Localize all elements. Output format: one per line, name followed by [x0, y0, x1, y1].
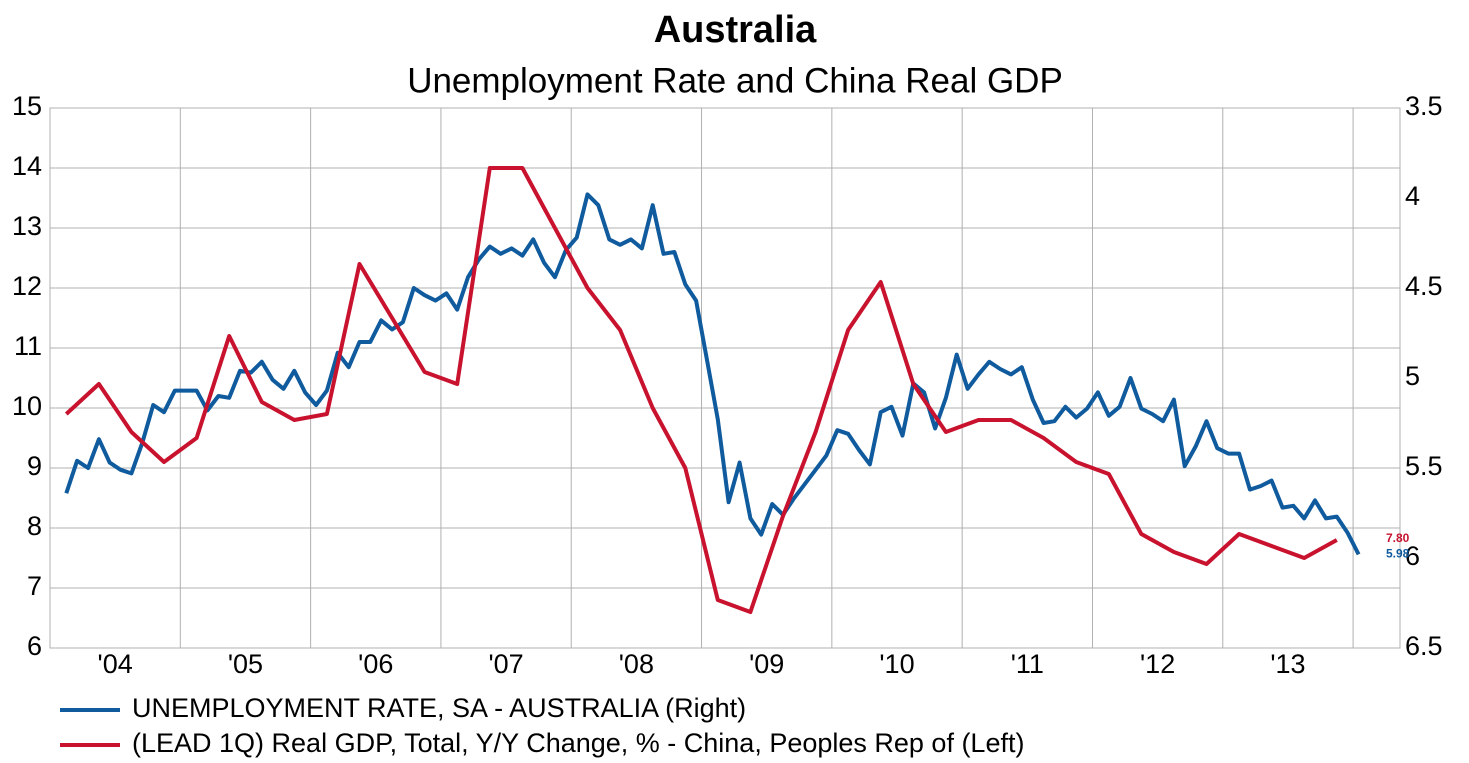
series-line [64, 166, 1338, 614]
y2-tick-label: 4 [1405, 181, 1420, 211]
y-tick-label: 8 [27, 511, 42, 541]
y-tick-label: 13 [12, 211, 42, 241]
x-tick-label: '06 [358, 649, 393, 679]
y2-tick-label: 3.5 [1405, 91, 1443, 121]
series-line [64, 192, 1361, 556]
chart-title: Australia [654, 9, 817, 51]
x-tick-label: '08 [619, 649, 654, 679]
y-tick-label: 9 [27, 451, 42, 481]
value-label: 7.80 [1386, 531, 1410, 545]
y2-tick-label: 6.5 [1405, 631, 1443, 661]
x-tick-label: '04 [98, 649, 133, 679]
y-tick-label: 14 [12, 151, 42, 181]
y-tick-label: 7 [27, 571, 42, 601]
y-tick-label: 11 [14, 331, 42, 361]
x-tick-label: '05 [228, 649, 263, 679]
x-tick-label: '13 [1270, 649, 1305, 679]
y-tick-label: 12 [12, 271, 42, 301]
value-label: 5.98 [1386, 547, 1410, 561]
y2-tick-label: 6 [1405, 541, 1420, 571]
legend-label: UNEMPLOYMENT RATE, SA - AUSTRALIA (Right… [132, 693, 746, 723]
x-tick-label: '12 [1140, 649, 1175, 679]
y-tick-label: 10 [12, 391, 42, 421]
x-tick-label: '07 [488, 649, 523, 679]
y2-tick-label: 4.5 [1405, 271, 1443, 301]
legend-label: (LEAD 1Q) Real GDP, Total, Y/Y Change, %… [132, 728, 1024, 758]
y-tick-label: 15 [12, 91, 42, 121]
x-tick-label: '11 [1011, 649, 1044, 679]
chart-subtitle: Unemployment Rate and China Real GDP [407, 61, 1063, 100]
y2-tick-label: 5.5 [1405, 451, 1443, 481]
x-tick-label: '10 [879, 649, 914, 679]
y-tick-label: 6 [27, 631, 42, 661]
plot-border [49, 107, 1401, 649]
y2-tick-label: 5 [1405, 361, 1420, 391]
x-tick-label: '09 [749, 649, 784, 679]
